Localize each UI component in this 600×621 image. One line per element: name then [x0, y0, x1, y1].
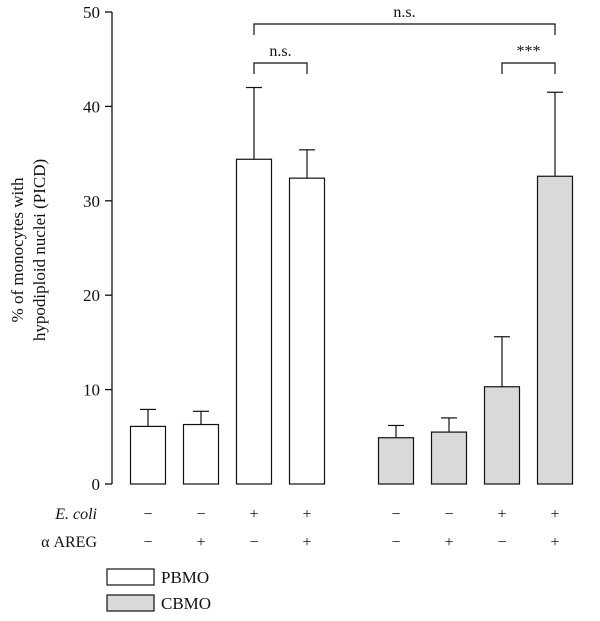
bar-pbmo	[129, 425, 167, 485]
bar-group	[430, 417, 468, 485]
bracket-line	[501, 62, 556, 74]
legend-swatch	[106, 594, 155, 612]
significance-brackets: n.s. n.s. ***	[253, 4, 556, 74]
y-axis-title: % of monocytes with hypodiploid nuclei (…	[8, 159, 49, 341]
significance-bracket: n.s.	[253, 4, 556, 35]
bar-cbmo	[377, 437, 415, 485]
y-tick-label: 50	[83, 3, 100, 22]
bar-group	[483, 336, 521, 485]
y-axis-title-line-1: % of monocytes with	[8, 177, 27, 322]
bar-cbmo	[483, 386, 521, 485]
y-tick-label: 30	[83, 192, 100, 211]
bracket-line	[253, 62, 308, 74]
treatment-row-label: E. coli	[54, 506, 97, 523]
bar-group	[288, 149, 326, 485]
bar-group	[377, 424, 415, 485]
treatment-sign: −	[497, 534, 506, 551]
bar-pbmo	[288, 177, 326, 485]
legend-label: CBMO	[161, 594, 211, 613]
significance-label: ***	[517, 43, 541, 60]
treatment-sign: −	[249, 534, 258, 551]
treatment-sign: −	[143, 534, 152, 551]
bar-pbmo	[182, 423, 220, 485]
y-tick-label: 10	[83, 381, 100, 400]
bars	[129, 86, 574, 485]
treatment-sign: +	[550, 506, 559, 523]
significance-bracket: n.s.	[253, 43, 308, 74]
bar-pbmo	[235, 158, 273, 485]
legend-swatch	[106, 568, 155, 586]
treatment-sign: −	[196, 506, 205, 523]
treatment-table: E. coli − − + + − − + + α AREG − + − + − + − +	[41, 506, 559, 551]
bracket-line	[253, 23, 556, 35]
bar-cbmo	[430, 431, 468, 485]
significance-label: n.s.	[269, 43, 291, 60]
y-axis: 0 10 20 30 40 50	[83, 3, 113, 494]
legend-item: CBMO	[106, 594, 211, 613]
significance-label: n.s.	[393, 4, 415, 21]
legend-item: PBMO	[106, 568, 209, 587]
treatment-sign: −	[444, 506, 453, 523]
y-axis-title-line-2: hypodiploid nuclei (PICD)	[30, 159, 49, 341]
y-tick-label: 20	[83, 286, 100, 305]
treatment-sign: −	[391, 506, 400, 523]
treatment-sign: −	[391, 534, 400, 551]
treatment-row-label: α AREG	[41, 534, 97, 551]
bar-cbmo	[536, 175, 574, 485]
significance-bracket: ***	[501, 43, 556, 74]
legend: PBMO CBMO	[106, 568, 211, 613]
treatment-sign: +	[196, 534, 205, 551]
treatment-sign: +	[550, 534, 559, 551]
treatment-sign: +	[249, 506, 258, 523]
bar-group	[536, 91, 574, 485]
treatment-sign: +	[302, 534, 311, 551]
bar-group	[182, 410, 220, 485]
y-tick-label: 40	[83, 97, 100, 116]
y-tick-label: 0	[92, 475, 101, 494]
treatment-sign: +	[497, 506, 506, 523]
treatment-sign: +	[444, 534, 453, 551]
legend-label: PBMO	[161, 568, 209, 587]
bar-group	[129, 408, 167, 485]
treatment-sign: −	[143, 506, 152, 523]
bar-group	[235, 86, 273, 485]
treatment-sign: +	[302, 506, 311, 523]
